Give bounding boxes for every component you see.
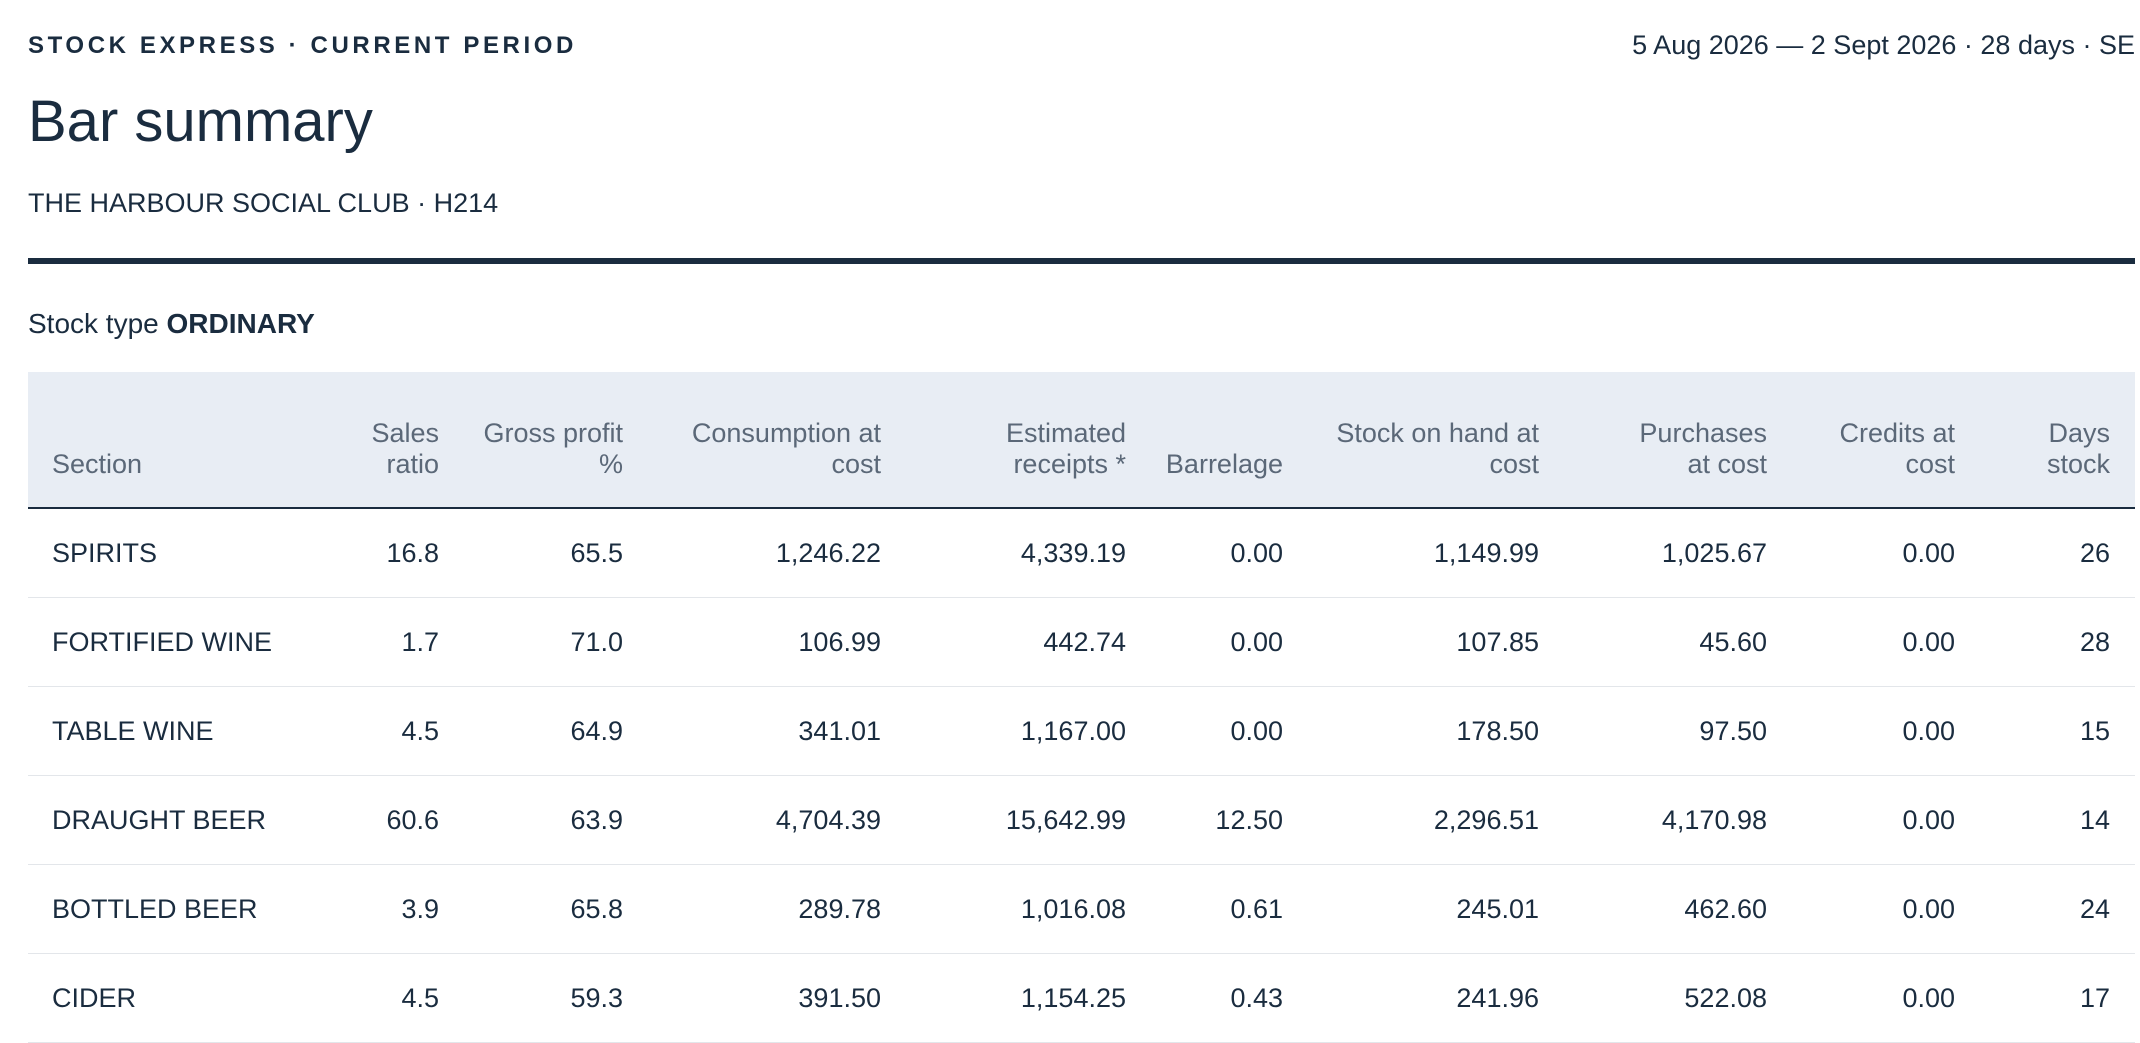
value-cell: 65.5 [439,508,623,598]
value-cell: 3.9 [280,864,439,954]
value-cell: 1,016.08 [881,864,1126,954]
stock-type-value: ORDINARY [166,308,315,339]
column-header: Gross profit % [439,372,623,509]
value-cell: 1,154.25 [881,953,1126,1043]
value-cell: 1,246.22 [623,508,881,598]
value-cell: 12.50 [1126,775,1283,865]
value-cell: 106.99 [623,597,881,687]
value-cell: 0.00 [1767,597,1955,687]
column-header: Section [28,372,280,509]
value-cell: 17 [1955,953,2135,1043]
value-cell: 0.61 [1126,864,1283,954]
table-row: SPIRITS 16.8 65.5 1,246.22 4,339.19 0.00 1,149… [28,508,2135,598]
value-cell: 0.00 [1767,953,1955,1043]
column-header: Stock on hand at cost [1283,372,1539,509]
column-header-text: Consumption at cost [691,418,881,479]
column-header-text: Gross profit % [483,418,623,479]
column-header: Estimated receipts * [881,372,1126,509]
value-cell: 0.43 [1126,953,1283,1043]
value-cell: 0.00 [1126,597,1283,687]
section-cell: FORTIFIED WINE [28,597,280,687]
stock-type-label: Stock type [28,308,159,339]
value-cell: 59.3 [439,953,623,1043]
value-cell: 24 [1955,864,2135,954]
period: 5 Aug 2026 — 2 Sept 2026 · 28 days · SE [1632,30,2135,60]
value-cell: 60.6 [280,775,439,865]
value-cell: 245.01 [1283,864,1539,954]
column-header-text: Stock on hand at cost [1336,418,1539,479]
column-header-text: Credits at cost [1839,418,1955,479]
table-head: Section Sales ratio Gross profit % Consumpt… [28,372,2135,509]
value-cell: 71.0 [439,597,623,687]
value-cell: 97.50 [1539,686,1767,776]
value-cell: 0.00 [1126,686,1283,776]
value-cell: 1,167.00 [881,686,1126,776]
summary-table: Section Sales ratio Gross profit % Consumpt… [28,372,2135,1043]
value-cell: 442.74 [881,597,1126,687]
value-cell: 4,339.19 [881,508,1126,598]
page: STOCK EXPRESS · CURRENT PERIOD 5 Aug 202… [28,30,2135,1043]
value-cell: 0.00 [1767,686,1955,776]
section-cell: CIDER [28,953,280,1043]
value-cell: 462.60 [1539,864,1767,954]
value-cell: 65.8 [439,864,623,954]
column-header: Credits at cost [1767,372,1955,509]
section-cell: SPIRITS [28,508,280,598]
column-header-text: Purchases at cost [1639,418,1767,479]
column-header-text: Estimated receipts * [1005,418,1126,479]
value-cell: 45.60 [1539,597,1767,687]
divider [28,258,2135,264]
table-row: CIDER 4.5 59.3 391.50 1,154.25 0.43 241.96 522.… [28,953,2135,1043]
value-cell: 2,296.51 [1283,775,1539,865]
section-cell: TABLE WINE [28,686,280,776]
value-cell: 4,170.98 [1539,775,1767,865]
value-cell: 16.8 [280,508,439,598]
table-row: DRAUGHT BEER 60.6 63.9 4,704.39 15,642.99 12.… [28,775,2135,865]
value-cell: 178.50 [1283,686,1539,776]
column-header: Days stock [1955,372,2135,509]
value-cell: 1.7 [280,597,439,687]
value-cell: 63.9 [439,775,623,865]
section-cell: DRAUGHT BEER [28,775,280,865]
column-header-text: Section [52,449,143,479]
table-body: SPIRITS 16.8 65.5 1,246.22 4,339.19 0.00 1,149… [28,508,2135,1043]
stock-type: Stock type ORDINARY [28,308,315,340]
header-row: Section Sales ratio Gross profit % Consumpt… [28,372,2135,509]
column-header: Sales ratio [280,372,439,509]
value-cell: 522.08 [1539,953,1767,1043]
value-cell: 28 [1955,597,2135,687]
title: Bar summary [28,89,373,154]
value-cell: 64.9 [439,686,623,776]
value-cell: 0.00 [1767,508,1955,598]
value-cell: 15 [1955,686,2135,776]
value-cell: 241.96 [1283,953,1539,1043]
value-cell: 14 [1955,775,2135,865]
value-cell: 1,025.67 [1539,508,1767,598]
value-cell: 26 [1955,508,2135,598]
value-cell: 1,149.99 [1283,508,1539,598]
table-row: TABLE WINE 4.5 64.9 341.01 1,167.00 0.00 178.5… [28,686,2135,776]
column-header: Barrelage [1126,372,1283,509]
value-cell: 289.78 [623,864,881,954]
venue: THE HARBOUR SOCIAL CLUB · H214 [28,188,499,218]
value-cell: 341.01 [623,686,881,776]
value-cell: 0.00 [1767,864,1955,954]
column-header: Consumption at cost [623,372,881,509]
value-cell: 107.85 [1283,597,1539,687]
value-cell: 4.5 [280,953,439,1043]
column-header-text: Sales ratio [371,418,439,479]
value-cell: 0.00 [1126,508,1283,598]
column-header-text: Days stock [2046,418,2110,479]
brand: STOCK EXPRESS · CURRENT PERIOD [28,32,577,59]
table-row: FORTIFIED WINE 1.7 71.0 106.99 442.74 0.00 107… [28,597,2135,687]
value-cell: 4.5 [280,686,439,776]
column-header: Purchases at cost [1539,372,1767,509]
value-cell: 0.00 [1767,775,1955,865]
value-cell: 391.50 [623,953,881,1043]
value-cell: 15,642.99 [881,775,1126,865]
value-cell: 4,704.39 [623,775,881,865]
table-row: BOTTLED BEER 3.9 65.8 289.78 1,016.08 0.61 245… [28,864,2135,954]
column-header-text: Barrelage [1165,449,1283,479]
section-cell: BOTTLED BEER [28,864,280,954]
